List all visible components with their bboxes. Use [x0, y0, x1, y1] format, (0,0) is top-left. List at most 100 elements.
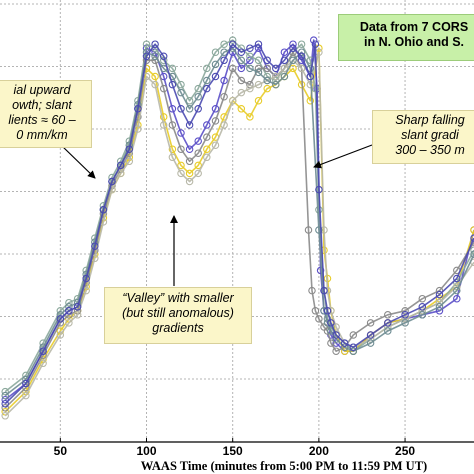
series-6-point	[1, 399, 9, 408]
upward-growth-note: ial upward owth; slant lients ≈ 60 – 0 m…	[0, 80, 92, 148]
series-4-point	[237, 88, 246, 97]
valley-line-3: gradients	[152, 321, 204, 335]
series-6-point	[435, 290, 444, 299]
series-2-point	[297, 40, 306, 48]
series-1-point	[263, 84, 271, 93]
series-4-point	[297, 64, 306, 73]
upward-line-2: owth; slant	[12, 98, 72, 112]
series-6-point	[418, 303, 427, 311]
series-2-point	[246, 52, 254, 61]
series-6-point	[159, 52, 168, 61]
series-3-point	[366, 319, 375, 327]
upward-line-1: ial upward	[13, 83, 71, 97]
series-3-point	[220, 92, 228, 101]
series-5-point	[177, 88, 185, 97]
series-5-point	[220, 48, 228, 56]
series-5-point	[151, 52, 159, 61]
series-6-point	[82, 274, 90, 283]
axes: 50 100 150 200 250	[0, 438, 474, 458]
series-3-point	[418, 294, 427, 303]
series-2-point	[220, 40, 228, 48]
series-5-point	[185, 105, 194, 113]
series-2-point	[168, 64, 177, 73]
series-6-point	[108, 177, 116, 186]
series-6-point	[315, 185, 323, 194]
series-6-point	[168, 80, 177, 89]
series-1-point	[246, 113, 254, 121]
series-6-point	[323, 307, 332, 315]
series-6-point	[116, 161, 125, 170]
series-6-point	[211, 72, 220, 81]
series-6-point	[237, 48, 246, 56]
series-3-point	[185, 157, 194, 166]
series-6-point	[177, 105, 185, 113]
series-4-point	[168, 153, 177, 162]
series-6-point	[366, 331, 375, 339]
series-2-point	[185, 96, 194, 105]
series-3-point	[228, 64, 237, 73]
series-1-point	[203, 145, 211, 153]
series-5-point	[453, 286, 461, 295]
series-5-point	[263, 76, 271, 85]
series-0-point	[237, 64, 246, 73]
series-5-point	[237, 56, 246, 65]
series-6-point	[228, 40, 237, 48]
series-3-point	[194, 149, 202, 157]
series-3-point	[327, 339, 335, 347]
series-6-point	[56, 315, 65, 323]
series-4-point	[73, 311, 82, 319]
series-0-point	[453, 294, 461, 303]
x-tick-label: 200	[309, 444, 329, 458]
upward-line-4: 0 mm/km	[16, 128, 68, 142]
series-5-point	[340, 343, 349, 351]
series-6-point	[272, 64, 280, 73]
series-2-point	[177, 80, 185, 89]
series-4-point	[116, 169, 125, 178]
series-4-point	[220, 121, 228, 129]
data-source-line-2: in N. Ohio and S.	[364, 35, 464, 49]
series-6-point	[327, 319, 335, 327]
series-4-point	[228, 96, 237, 105]
series-4-point	[194, 169, 202, 178]
series-3-point	[211, 117, 220, 125]
series-2-point	[315, 206, 323, 214]
series-5-point	[280, 72, 289, 81]
series-3-point	[315, 315, 323, 323]
series-3-point	[159, 84, 168, 93]
series-2-point	[254, 56, 263, 65]
series-4-point	[134, 125, 142, 133]
series-6-point	[306, 72, 315, 81]
falling-arrow	[313, 144, 373, 169]
series-1-point	[194, 161, 202, 170]
series-5-point	[435, 303, 444, 311]
series-5-point	[1, 391, 9, 400]
series-6-point	[22, 379, 30, 388]
series-0-point	[203, 121, 211, 129]
falling-line-3: 300 – 350 m	[395, 143, 465, 157]
series-6-point	[220, 56, 228, 65]
x-axis-label: WAAS Time (minutes from 5:00 PM to 11:59…	[141, 459, 427, 473]
series-1-point	[306, 96, 315, 105]
series-6-point	[194, 105, 202, 113]
series-5-point	[211, 60, 220, 69]
series-3-point	[311, 307, 320, 315]
x-tick-label: 250	[395, 444, 415, 458]
series-3-point	[203, 133, 211, 141]
series-4-point	[22, 391, 30, 400]
series-6-point	[320, 286, 328, 295]
series-6-point	[340, 339, 349, 347]
series-6-point	[263, 56, 271, 65]
series-4-point	[125, 157, 134, 166]
data-source-box: Data from 7 CORS in N. Ohio and S.	[338, 14, 474, 61]
series-4-point	[65, 319, 73, 327]
series-5-point	[272, 80, 280, 89]
series-6-point	[297, 52, 306, 61]
series-5-point	[289, 56, 297, 65]
valley-line-1: “Valley” with smaller	[122, 291, 234, 305]
series-4-point	[177, 169, 185, 178]
series-3-point	[237, 76, 246, 85]
series-5-point	[246, 64, 254, 73]
series-1-point	[185, 169, 194, 178]
series-6-point	[401, 311, 409, 319]
